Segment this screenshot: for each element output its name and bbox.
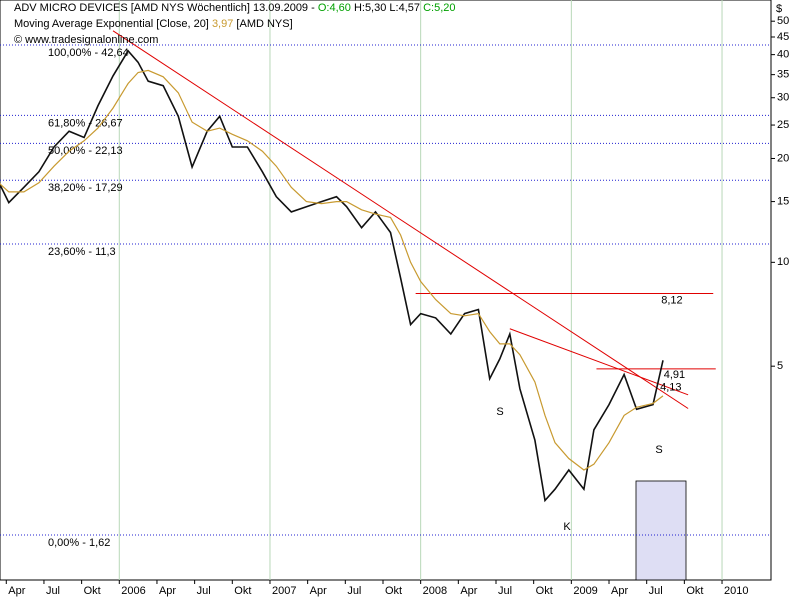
indicator: Moving Average Exponential [Close, 20] (14, 18, 209, 30)
x-tick-label: Apr (8, 585, 25, 597)
pattern-label: K (563, 521, 571, 533)
indicator-line: Moving Average Exponential [Close, 20] 3… (14, 18, 293, 30)
x-tick-label: Okt (536, 585, 553, 597)
fib-label: 23,60% - 11,3 (48, 246, 116, 258)
y-tick-label: 30 (777, 92, 789, 104)
pattern-label: S (655, 444, 662, 456)
x-tick-label: 2006 (121, 585, 145, 597)
currency: $ (776, 3, 782, 15)
x-tick-label: Jul (347, 585, 361, 597)
header-line: ADV MICRO DEVICES [AMD NYS Wöchentlich] … (14, 2, 456, 14)
price-line (0, 49, 664, 503)
resistance-label: 8,12 (661, 294, 682, 306)
moving-average (0, 69, 664, 471)
high: H:5,30 (354, 2, 386, 14)
low: L:4,57 (389, 2, 420, 14)
source: © www.tradesignalonline.com (14, 34, 158, 46)
x-tick-label: Jul (197, 585, 211, 597)
y-tick-label: 45 (777, 31, 789, 43)
x-tick-label: Apr (460, 585, 477, 597)
indicator-value: 3,97 (212, 18, 233, 30)
x-tick-label: 2010 (724, 585, 748, 597)
open: O:4,60 (318, 2, 351, 14)
resistance-label: 4,91 (664, 369, 685, 381)
fib-label: 50,00% - 22,13 (48, 145, 123, 157)
y-tick-label: 40 (777, 49, 789, 61)
x-tick-label: Jul (46, 585, 60, 597)
close: C:5,20 (423, 2, 455, 14)
y-tick-label: 10 (777, 256, 789, 268)
x-tick-label: Apr (611, 585, 628, 597)
y-tick-label: 20 (777, 152, 789, 164)
fib-label: 100,00% - 42,64 (48, 47, 129, 59)
x-tick-label: Apr (159, 585, 176, 597)
fib-label: 61,80% - 26,67 (48, 117, 123, 129)
x-tick-label: 2007 (272, 585, 296, 597)
y-tick-label: 35 (777, 69, 789, 81)
highlight-box (635, 480, 687, 581)
title: ADV MICRO DEVICES [AMD NYS Wöchentlich] … (14, 2, 315, 14)
x-tick-label: 2008 (423, 585, 447, 597)
y-tick-label: 25 (777, 119, 789, 131)
fib-label: 38,20% - 17,29 (48, 182, 123, 194)
trendline-label: 4,13 (660, 382, 681, 394)
x-tick-label: 2009 (573, 585, 597, 597)
trendline (112, 30, 689, 409)
indicator-symbol: [AMD NYS] (236, 18, 292, 30)
pattern-label: S (496, 406, 503, 418)
x-tick-label: Okt (84, 585, 101, 597)
fib-label: 0,00% - 1,62 (48, 537, 110, 549)
x-tick-label: Jul (649, 585, 663, 597)
y-tick-label: 15 (777, 195, 789, 207)
x-tick-label: Apr (310, 585, 327, 597)
x-tick-label: Okt (234, 585, 251, 597)
x-tick-label: Okt (385, 585, 402, 597)
x-tick-label: Okt (686, 585, 703, 597)
x-tick-label: Jul (498, 585, 512, 597)
y-tick-label: 50 (777, 15, 789, 27)
y-tick-label: 5 (777, 360, 783, 372)
